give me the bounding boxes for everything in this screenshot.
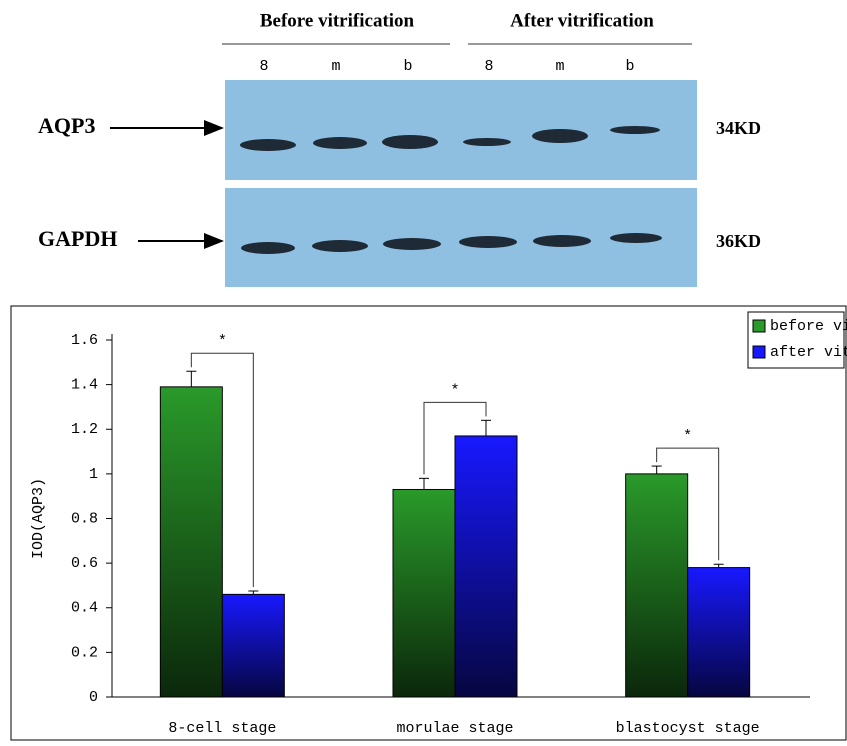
lane-label: b xyxy=(625,58,634,75)
y-tick-label: 0.2 xyxy=(71,644,98,661)
lane-label: 8 xyxy=(484,58,493,75)
y-axis-label: IOD(AQP3) xyxy=(30,478,47,559)
legend-label: after vitrification xyxy=(770,344,847,361)
significance-label: * xyxy=(450,382,459,399)
page: {"blot": {"groups": ["Before vitrificati… xyxy=(0,0,847,741)
size-label: 36KD xyxy=(716,231,761,251)
lane-label: b xyxy=(403,58,412,75)
y-tick-label: 1.2 xyxy=(71,421,98,438)
blot-panel: Before vitrification After vitrification… xyxy=(38,10,761,287)
x-tick-label: blastocyst stage xyxy=(616,720,760,737)
lane-label: 8 xyxy=(259,58,268,75)
bar xyxy=(222,594,284,697)
lane-label: m xyxy=(555,58,564,75)
error-bar xyxy=(714,564,724,567)
y-tick-label: 0 xyxy=(89,689,98,706)
bar xyxy=(688,568,750,697)
y-tick-label: 1 xyxy=(89,466,98,483)
chart: 0 0.2 0.4 0.6 0.8 1 1.2 1.4 1.6 IOD(AQP3) 8-cell s… xyxy=(30,312,847,737)
y-tick-label: 0.4 xyxy=(71,600,98,617)
error-bar xyxy=(186,371,196,387)
y-tick-label: 1.6 xyxy=(71,332,98,349)
figure: Before vitrification After vitrification… xyxy=(0,0,847,741)
x-tick-label: 8-cell stage xyxy=(168,720,276,737)
bar xyxy=(393,489,455,697)
bar xyxy=(455,436,517,697)
x-tick-label: morulae stage xyxy=(396,720,513,737)
legend: before vitrification after vitrification xyxy=(748,312,847,368)
bar xyxy=(626,474,688,697)
significance-label: * xyxy=(683,428,692,445)
row-label: AQP3 xyxy=(38,113,95,138)
lane-label: m xyxy=(331,58,340,75)
error-bar xyxy=(419,478,429,489)
legend-swatch xyxy=(753,320,765,332)
group-label: Before vitrification xyxy=(260,10,415,31)
legend-label: before vitrification xyxy=(770,318,847,335)
significance-label: * xyxy=(218,333,227,350)
bar xyxy=(160,387,222,697)
size-label: 34KD xyxy=(716,118,761,138)
y-tick-label: 1.4 xyxy=(71,377,98,394)
legend-swatch xyxy=(753,346,765,358)
y-tick-label: 0.6 xyxy=(71,555,98,572)
error-bar xyxy=(481,420,491,436)
y-tick-label: 0.8 xyxy=(71,510,98,527)
error-bar xyxy=(652,466,662,474)
row-label: GAPDH xyxy=(38,226,117,251)
group-label: After vitrification xyxy=(510,10,654,31)
error-bar xyxy=(248,591,258,594)
